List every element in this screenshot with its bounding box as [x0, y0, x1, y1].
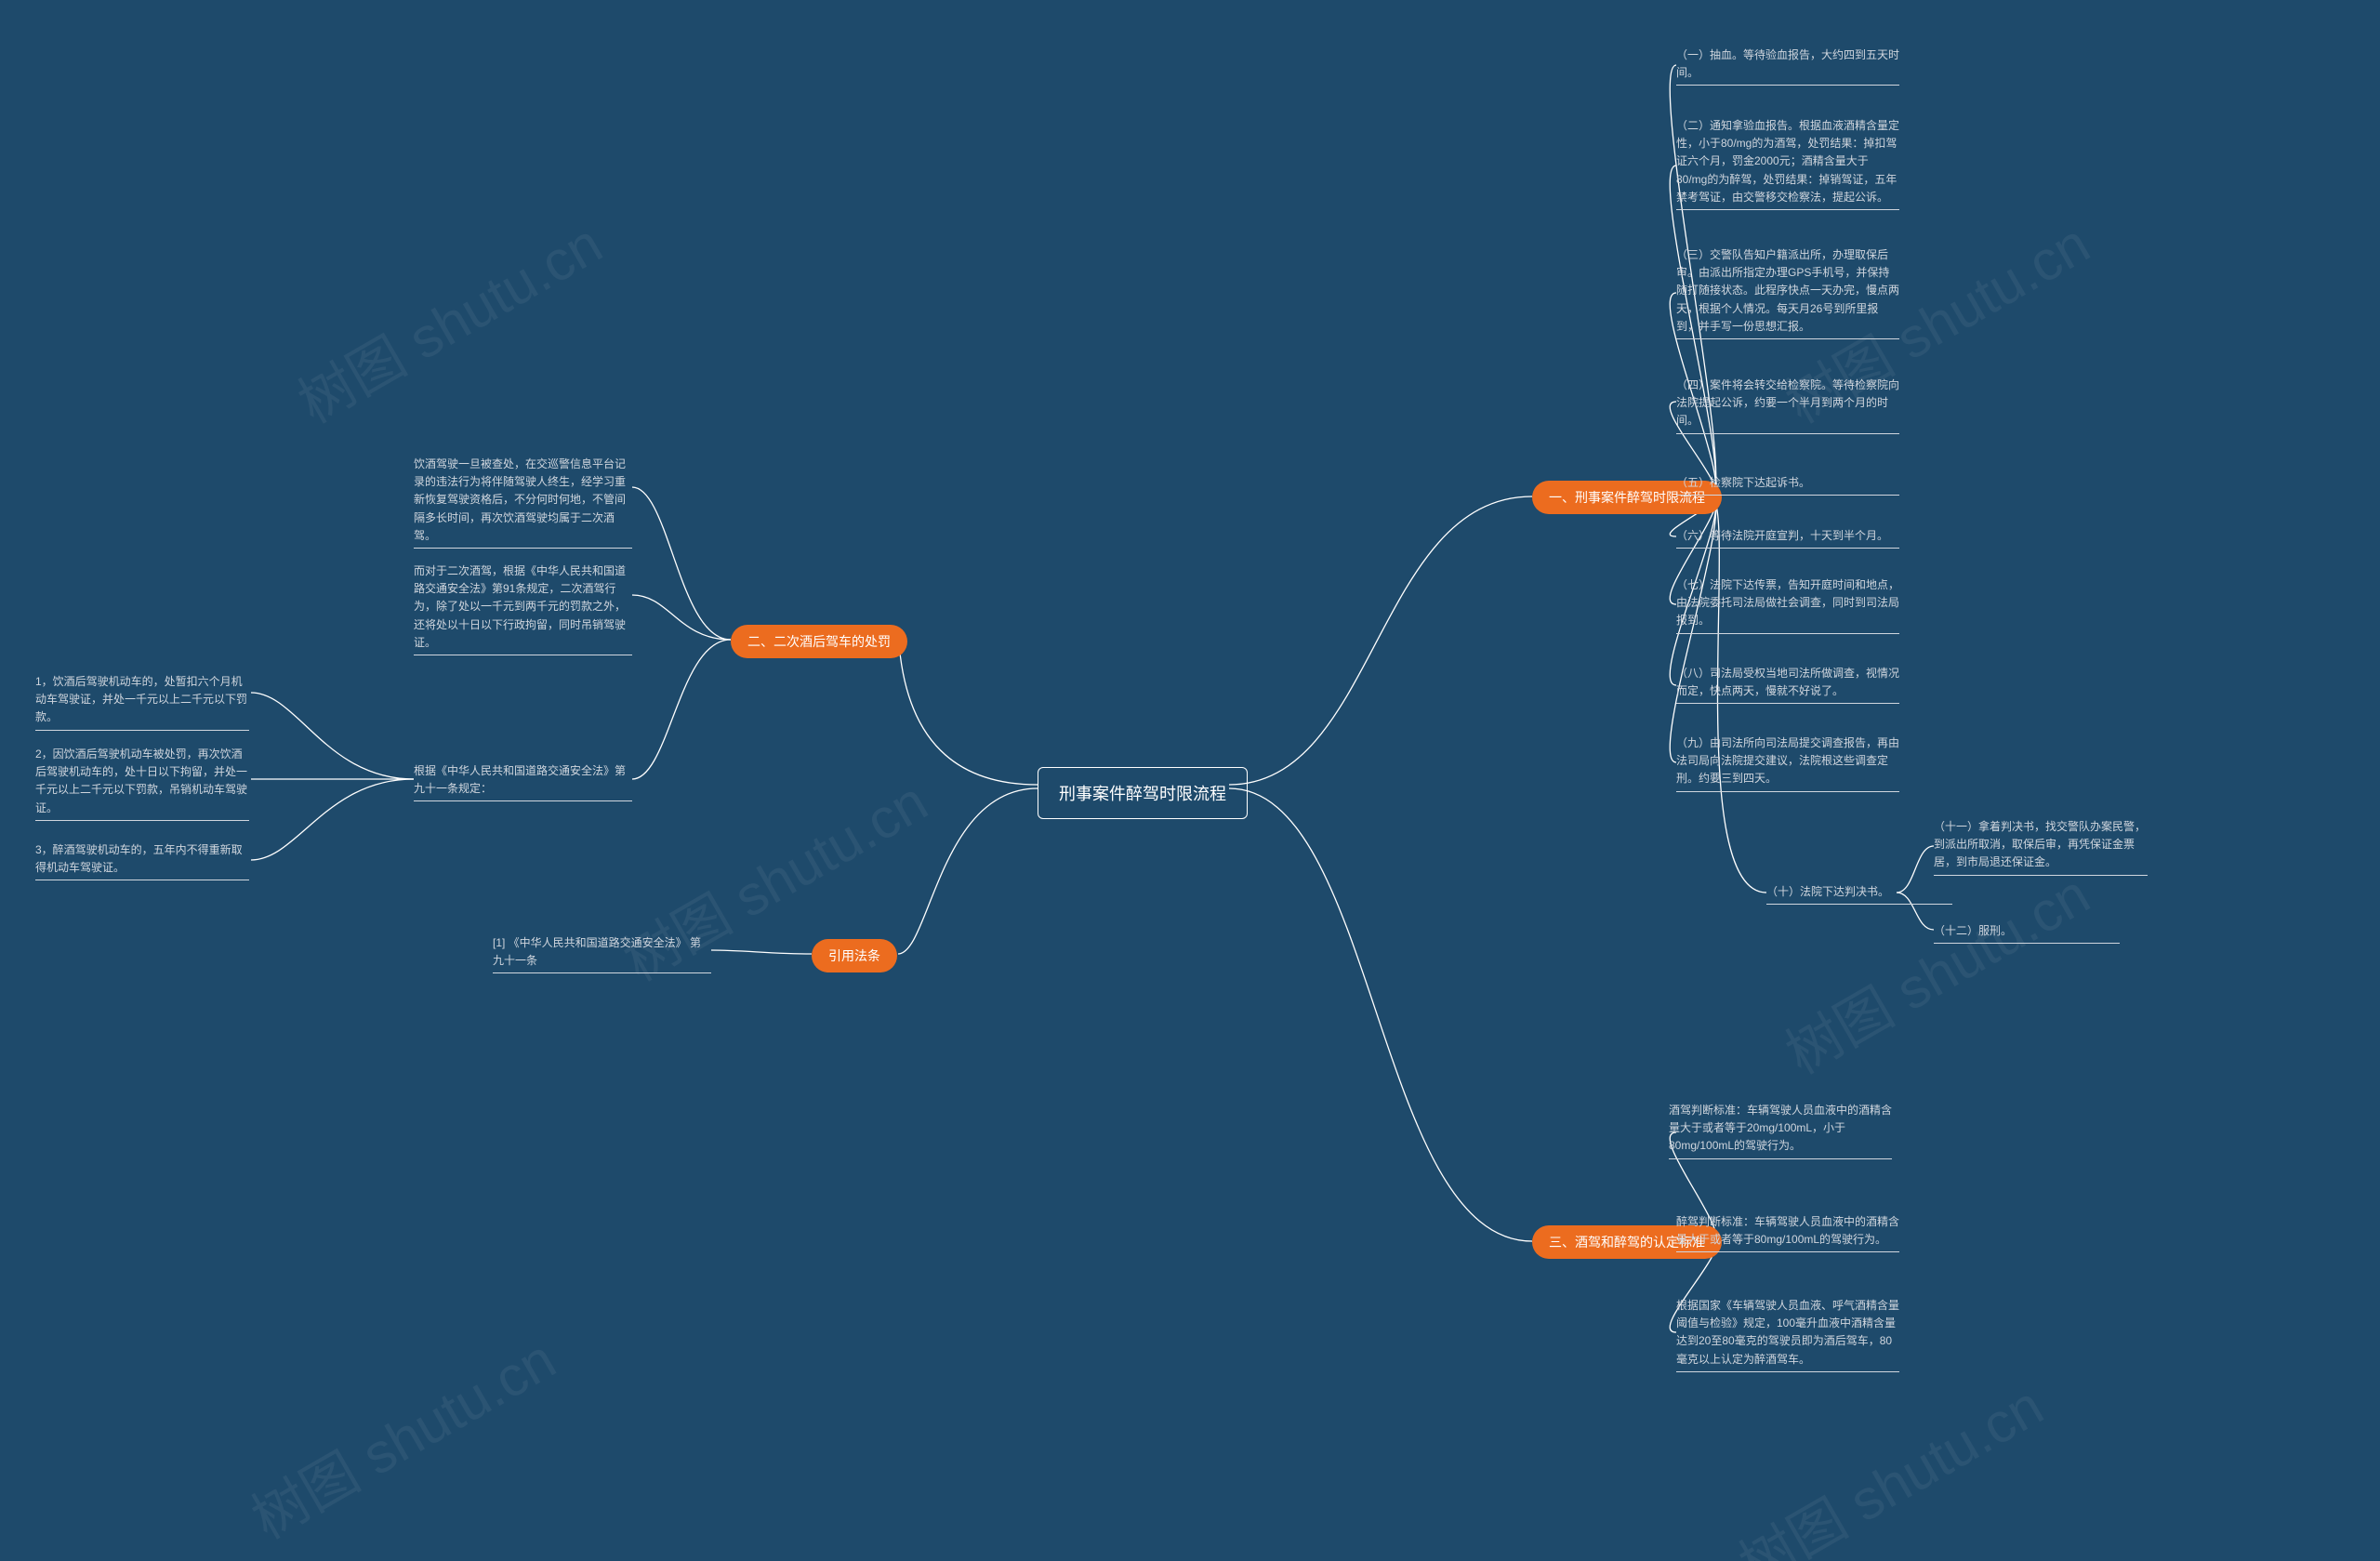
leaf-l3_3: 根据国家《车辆驾驶人员血液、呼气酒精含量阈值与检验》规定，100毫升血液中酒精含… [1676, 1297, 1899, 1372]
leaf-l1_3: （三）交警队告知户籍派出所，办理取保后审。由派出所指定办理GPS手机号，并保持随… [1676, 246, 1899, 339]
connector [632, 640, 731, 779]
leaf-l2_3a: 1，饮酒后驾驶机动车的，处暂扣六个月机动车驾驶证，并处一千元以上二千元以下罚款。 [35, 673, 249, 731]
leaf-l1_5: （五）检察院下达起诉书。 [1676, 474, 1899, 496]
leaf-l1_6: （六）等待法院开庭宣判，十天到半个月。 [1676, 527, 1899, 549]
leaf-l2_3c: 3，醉酒驾驶机动车的，五年内不得重新取得机动车驾驶证。 [35, 841, 249, 880]
connector [1229, 788, 1532, 1241]
connector [632, 595, 731, 640]
leaf-l2_1: 饮酒驾驶一旦被查处，在交巡警信息平台记录的违法行为将伴随驾驶人终生，经学习重新恢… [414, 456, 632, 549]
leaf-l4_1: [1] 《中华人民共和国道路交通安全法》 第九十一条 [493, 934, 711, 973]
watermark: 树图 shutu.cn [282, 200, 615, 439]
watermark: 树图 shutu.cn [1723, 1362, 2056, 1561]
leaf-l1_2: （二）通知拿验血报告。根据血液酒精含量定性，小于80/mg的为酒驾，处罚结果：掉… [1676, 117, 1899, 210]
leaf-l1_9: （九）由司法所向司法局提交调查报告，再由法司局向法院提交建议，法院根这些调查定刑… [1676, 734, 1899, 792]
leaf-l2_3: 根据《中华人民共和国道路交通安全法》第九十一条规定： [414, 762, 632, 801]
connector [251, 693, 414, 779]
leaf-l3_2: 醉驾判断标准：车辆驾驶人员血液中的酒精含量大于或者等于80mg/100mL的驾驶… [1676, 1213, 1899, 1252]
leaf-l3_1: 酒驾判断标准：车辆驾驶人员血液中的酒精含量大于或者等于20mg/100mL，小于… [1669, 1102, 1892, 1159]
branch-node-b2[interactable]: 二、二次酒后驾车的处罚 [731, 625, 907, 658]
connector [711, 950, 812, 954]
mindmap-canvas: 树图 shutu.cn树图 shutu.cn树图 shutu.cn树图 shut… [0, 0, 2380, 1561]
connector [898, 640, 1038, 785]
leaf-l1_10a: （十一）拿着判决书，找交警队办案民警，到派出所取消，取保后审，再凭保证金票居，到… [1934, 818, 2148, 876]
leaf-l1_1: （一）抽血。等待验血报告，大约四到五天时间。 [1676, 46, 1899, 86]
leaf-l1_7: （七）法院下达传票，告知开庭时间和地点，由法院委托司法局做社会调查，同时到司法局… [1676, 576, 1899, 634]
connector [632, 487, 731, 640]
connector [251, 779, 414, 860]
root-node[interactable]: 刑事案件醉驾时限流程 [1038, 767, 1248, 819]
connector [1229, 496, 1532, 785]
connector [898, 788, 1038, 954]
leaf-l1_10: （十）法院下达判决书。 [1766, 883, 1952, 905]
leaf-l2_2: 而对于二次酒驾，根据《中华人民共和国道路交通安全法》第91条规定，二次酒驾行为，… [414, 562, 632, 655]
leaf-l1_8: （八）司法局受权当地司法所做调查，视情况而定，快点两天，慢就不好说了。 [1676, 665, 1899, 704]
leaf-l2_3b: 2，因饮酒后驾驶机动车被处罚，再次饮酒后驾驶机动车的，处十日以下拘留，并处一千元… [35, 746, 249, 821]
watermark: 树图 shutu.cn [235, 1316, 568, 1554]
leaf-l1_4: （四）案件将会转交给检察院。等待检察院向法院提起公诉，约要一个半月到两个月的时间… [1676, 377, 1899, 434]
leaf-l1_10b: （十二）服刑。 [1934, 922, 2120, 944]
branch-node-b4[interactable]: 引用法条 [812, 939, 897, 972]
